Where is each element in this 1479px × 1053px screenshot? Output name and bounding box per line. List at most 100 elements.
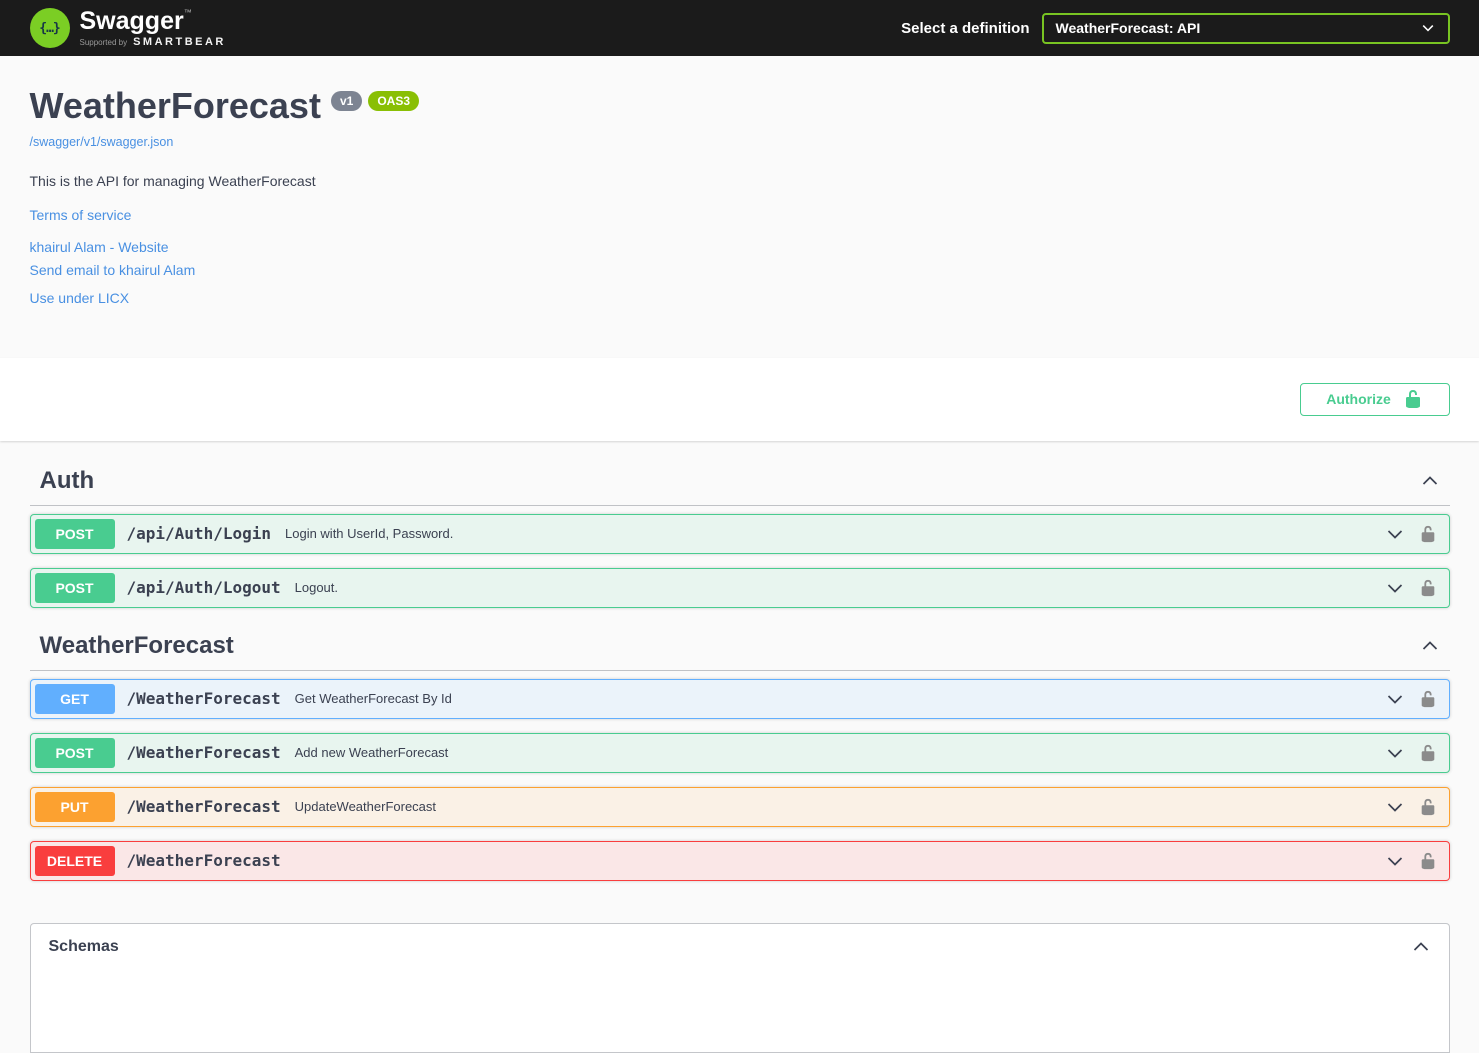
chevron-down-icon <box>1385 578 1405 598</box>
operation-summary-text: Login with UserId, Password. <box>285 526 454 542</box>
unlock-icon <box>1403 389 1423 409</box>
brand-name: Swagger <box>79 6 184 35</box>
operation-summary-text: Logout. <box>294 580 338 596</box>
operation-summary[interactable]: POST/WeatherForecast Add new WeatherForec… <box>31 734 1449 772</box>
tag-title: WeatherForecast <box>39 631 234 659</box>
operation-path: /api/Auth/Login <box>126 524 272 544</box>
expand-operation-button[interactable] <box>1385 851 1405 871</box>
authorize-button[interactable]: Authorize <box>1299 382 1450 416</box>
method-badge-post: POST <box>34 518 115 549</box>
contact-email-link[interactable]: Send email to khairul Alam <box>29 261 196 278</box>
scheme-container: Authorize <box>0 357 1479 441</box>
tag-section-weatherforecast: WeatherForecast GET/WeatherForecast Get We… <box>29 622 1450 881</box>
auth-lock-button[interactable] <box>1419 525 1437 543</box>
method-badge-post: POST <box>34 572 115 603</box>
contact-website-link[interactable]: khairul Alam - Website <box>29 238 169 255</box>
opblock-post: POST/api/Auth/Logout Logout. <box>29 567 1450 608</box>
expand-operation-button[interactable] <box>1385 743 1405 763</box>
opblock-put: PUT/WeatherForecast UpdateWeatherForecast <box>29 786 1450 827</box>
method-badge-put: PUT <box>34 791 115 822</box>
operation-summary-text: UpdateWeatherForecast <box>294 799 437 815</box>
smartbear-logo-text: SMARTBEAR <box>133 35 226 48</box>
operation-actions <box>1385 743 1437 763</box>
chevron-down-icon <box>1385 797 1405 817</box>
definition-select-value: WeatherForecast: API <box>1055 20 1201 36</box>
unlock-icon <box>1419 525 1437 543</box>
operation-summary[interactable]: GET/WeatherForecast Get WeatherForecast B… <box>31 680 1449 718</box>
chevron-up-icon <box>1420 636 1440 656</box>
operation-summary[interactable]: DELETE/WeatherForecast <box>31 842 1449 880</box>
collapse-section-button[interactable] <box>1420 471 1440 491</box>
chevron-down-icon <box>1385 689 1405 709</box>
auth-lock-button[interactable] <box>1419 798 1437 816</box>
operation-path: /WeatherForecast <box>126 689 281 709</box>
trademark-symbol: ™ <box>183 7 192 17</box>
expand-operation-button[interactable] <box>1385 797 1405 817</box>
authorize-button-label: Authorize <box>1326 391 1391 408</box>
license-link[interactable]: Use under LICX <box>29 289 130 306</box>
operations-list: Auth POST/api/Auth/Login Login with UserId… <box>10 441 1470 881</box>
spec-url-link[interactable]: /swagger/v1/swagger.json <box>29 134 174 149</box>
oas3-badge: OAS3 <box>368 91 419 111</box>
schemas-header[interactable]: Schemas <box>31 924 1449 970</box>
chevron-down-icon <box>1385 851 1405 871</box>
operation-actions <box>1385 797 1437 817</box>
tag-header-auth[interactable]: Auth <box>29 457 1450 506</box>
terms-of-service-link[interactable]: Terms of service <box>29 206 132 223</box>
opblock-post: POST/WeatherForecast Add new WeatherForec… <box>29 732 1450 773</box>
version-badge: v1 <box>330 91 363 111</box>
operation-summary-text: Add new WeatherForecast <box>294 745 449 761</box>
method-badge-get: GET <box>34 683 115 714</box>
operation-actions <box>1385 578 1437 598</box>
auth-lock-button[interactable] <box>1419 744 1437 762</box>
collapse-section-button[interactable] <box>1420 636 1440 656</box>
chevron-down-icon <box>1385 524 1405 544</box>
schemas-title: Schemas <box>48 937 119 955</box>
api-description: This is the API for managing WeatherFore… <box>29 172 316 189</box>
operation-actions <box>1385 524 1437 544</box>
operation-actions <box>1385 851 1437 871</box>
opblock-get: GET/WeatherForecast Get WeatherForecast B… <box>29 678 1450 719</box>
tag-title: Auth <box>39 466 95 494</box>
chevron-down-icon <box>1420 20 1436 36</box>
method-badge-delete: DELETE <box>34 845 115 876</box>
expand-operation-button[interactable] <box>1385 524 1405 544</box>
expand-operation-button[interactable] <box>1385 578 1405 598</box>
supported-by-label: Supported by <box>79 37 128 47</box>
unlock-icon <box>1419 579 1437 597</box>
opblock-post: POST/api/Auth/Login Login with UserId, Pa… <box>29 513 1450 554</box>
definition-select-area: Select a definition WeatherForecast: API <box>901 12 1450 44</box>
unlock-icon <box>1419 798 1437 816</box>
chevron-down-icon <box>1385 743 1405 763</box>
brand-text: Swagger™ Supported by SMARTBEAR <box>79 6 226 48</box>
chevron-up-icon <box>1411 937 1431 957</box>
topbar: {…} Swagger™ Supported by SMARTBEAR Sele… <box>0 0 1479 56</box>
operation-summary[interactable]: POST/api/Auth/Logout Logout. <box>31 569 1449 607</box>
expand-operation-button[interactable] <box>1385 689 1405 709</box>
swagger-logo-icon: {…} <box>29 8 70 48</box>
opblock-delete: DELETE/WeatherForecast <box>29 840 1450 881</box>
operation-path: /WeatherForecast <box>126 851 281 871</box>
auth-lock-button[interactable] <box>1419 852 1437 870</box>
method-badge-post: POST <box>34 737 115 768</box>
tag-section-auth: Auth POST/api/Auth/Login Login with UserId… <box>29 457 1450 608</box>
operation-path: /WeatherForecast <box>126 797 281 817</box>
select-definition-label: Select a definition <box>901 19 1030 37</box>
page-title: WeatherForecast <box>29 85 321 126</box>
unlock-icon <box>1419 690 1437 708</box>
operation-summary[interactable]: POST/api/Auth/Login Login with UserId, Pa… <box>31 515 1449 553</box>
tag-header-weatherforecast[interactable]: WeatherForecast <box>29 622 1450 671</box>
operation-summary[interactable]: PUT/WeatherForecast UpdateWeatherForecast <box>31 788 1449 826</box>
definition-select[interactable]: WeatherForecast: API <box>1041 12 1450 44</box>
chevron-up-icon <box>1420 471 1440 491</box>
auth-lock-button[interactable] <box>1419 579 1437 597</box>
schemas-wrapper: Schemas <box>10 922 1470 1053</box>
auth-lock-button[interactable] <box>1419 690 1437 708</box>
operation-path: /api/Auth/Logout <box>126 578 281 598</box>
unlock-icon <box>1419 852 1437 870</box>
operation-actions <box>1385 689 1437 709</box>
schemas-section: Schemas <box>29 922 1450 1053</box>
unlock-icon <box>1419 744 1437 762</box>
operation-path: /WeatherForecast <box>126 743 281 763</box>
swagger-logo[interactable]: {…} Swagger™ Supported by SMARTBEAR <box>29 6 226 48</box>
